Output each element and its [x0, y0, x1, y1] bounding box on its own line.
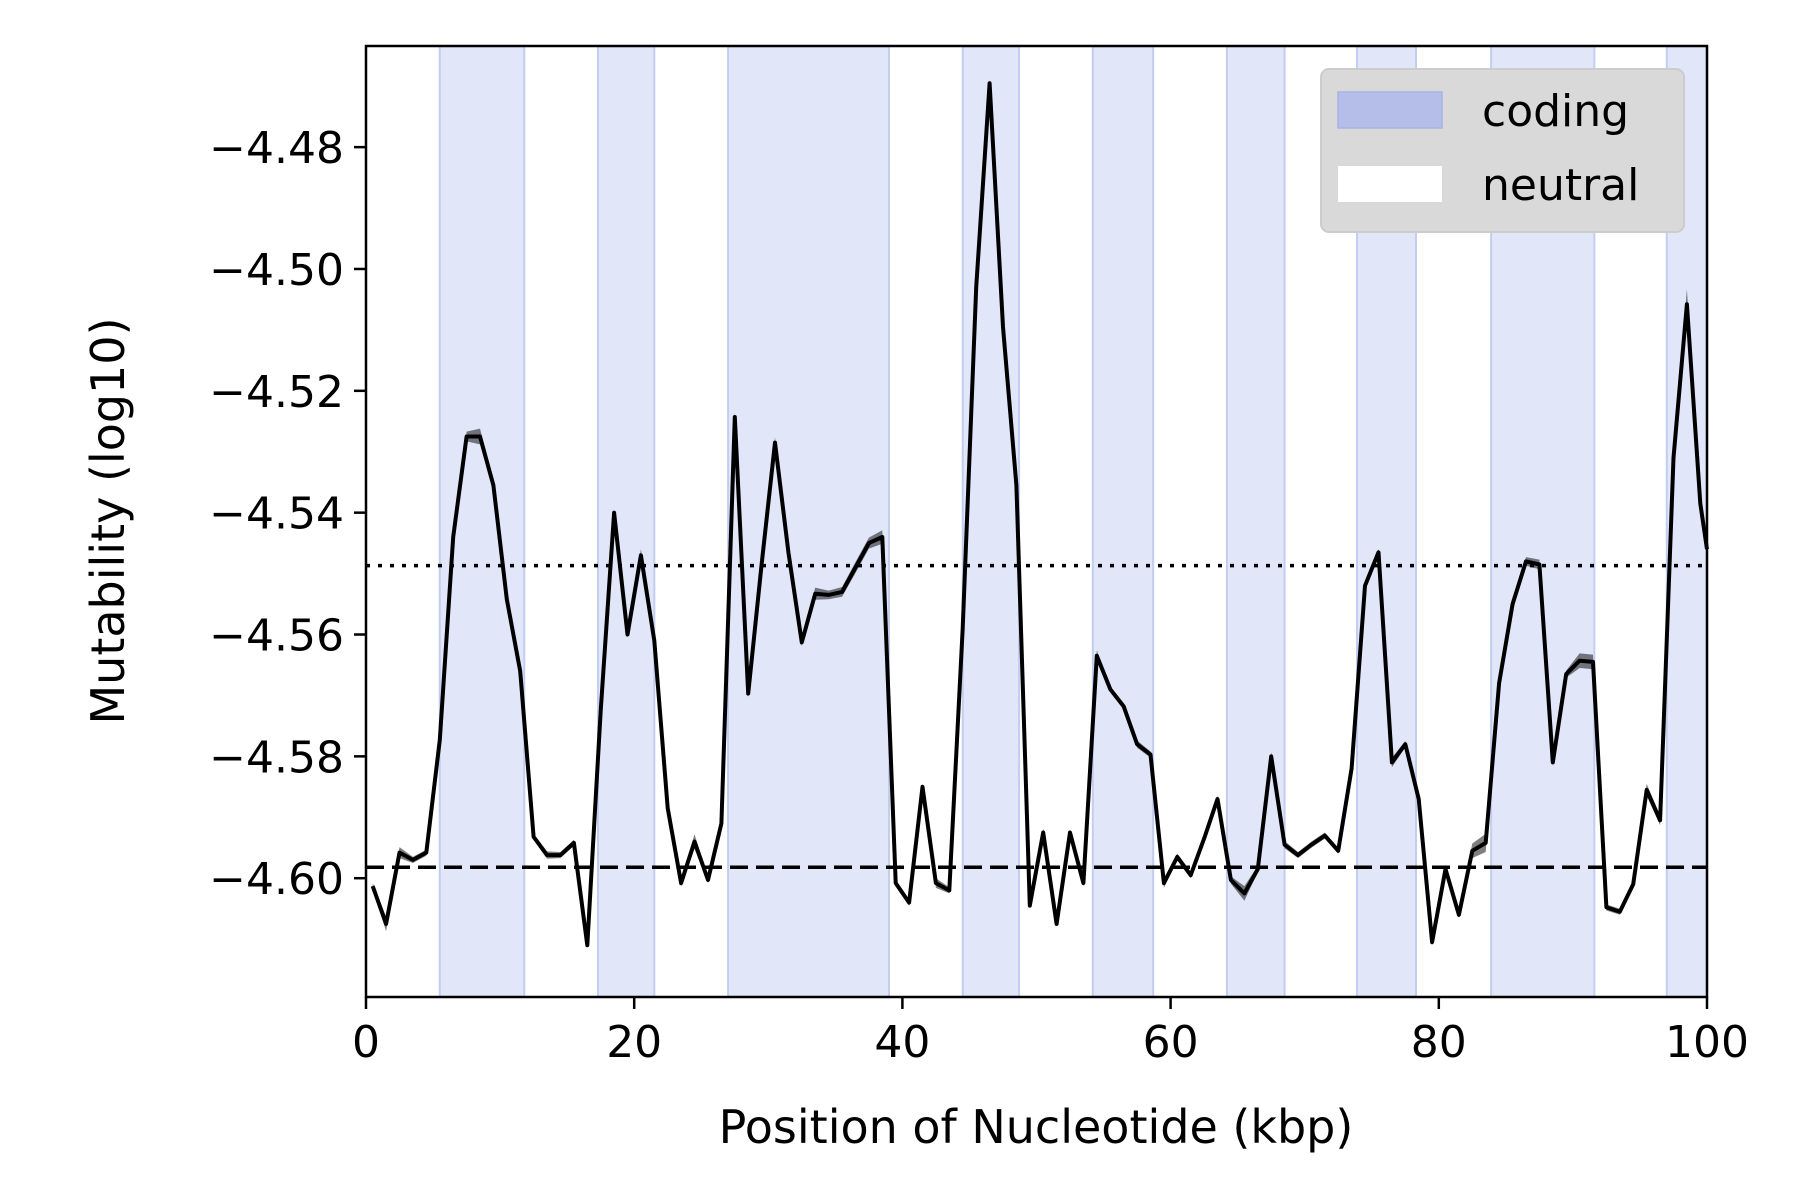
coding-region [438, 45, 526, 998]
plot-frame [364, 44, 1709, 999]
y-axis: −4.60 −4.58 −4.56 −4.54 −4.52 −4.50 −4.48 [209, 123, 366, 905]
y-tick-label: −4.56 [209, 611, 344, 662]
coding-region [1091, 45, 1155, 998]
coding-region [596, 45, 656, 998]
legend-label-coding: coding [1482, 86, 1629, 137]
coding-region [727, 45, 890, 998]
x-axis: 0 20 40 60 80 100 [352, 997, 1749, 1068]
y-tick-label: −4.50 [209, 245, 344, 296]
mutability-line [370, 81, 1709, 948]
y-axis-label: Mutability (log10) [81, 317, 135, 724]
legend-swatch-coding [1337, 91, 1443, 129]
x-tick-label: 80 [1411, 1017, 1467, 1068]
coding-region [1225, 45, 1286, 998]
y-tick-label: −4.52 [209, 367, 344, 418]
x-tick-label: 100 [1665, 1017, 1749, 1068]
legend: coding neutral [1320, 68, 1685, 233]
mutability-line-layer [370, 81, 1709, 948]
x-axis-label: Position of Nucleotide (kbp) [719, 1100, 1354, 1154]
y-tick-label: −4.60 [209, 854, 344, 905]
x-tick-label: 0 [352, 1017, 380, 1068]
legend-label-neutral: neutral [1482, 160, 1639, 211]
y-tick-label: −4.48 [209, 123, 344, 174]
x-tick-label: 60 [1143, 1017, 1199, 1068]
reference-lines [366, 563, 1707, 869]
y-tick-label: −4.54 [209, 489, 344, 540]
y-tick-label: −4.58 [209, 732, 344, 783]
coding-region [961, 45, 1021, 998]
x-tick-label: 20 [606, 1017, 662, 1068]
legend-swatch-neutral [1338, 166, 1442, 202]
x-tick-label: 40 [874, 1017, 930, 1068]
